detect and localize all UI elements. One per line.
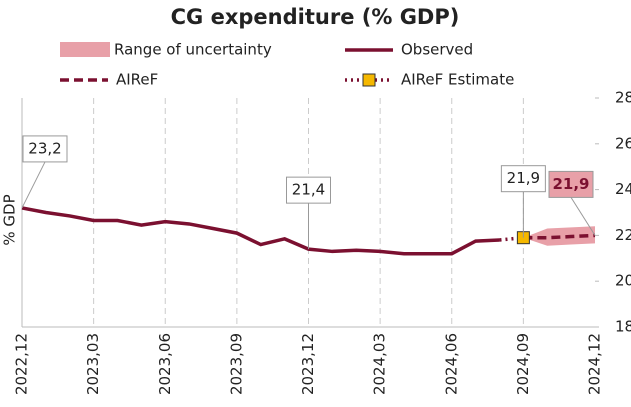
legend-marker [362, 73, 376, 87]
label-box [286, 176, 331, 204]
data-label: 21,9 [552, 175, 589, 193]
label-box [548, 170, 594, 198]
legend-label: AIReF [116, 71, 158, 89]
legend-label: Range of uncertainty [114, 41, 272, 59]
legend-label: AIReF Estimate [401, 71, 514, 89]
legend-label: Observed [401, 41, 473, 59]
series-line [21, 206, 500, 256]
x-tick-label: 2024,12 [586, 333, 604, 395]
x-tick-label: 2024,09 [514, 333, 532, 395]
y-tick-label: 24 [615, 180, 631, 198]
x-tick-label: 2023,06 [156, 333, 174, 395]
data-label: 21,4 [292, 181, 325, 199]
data-label: 21,9 [507, 169, 540, 187]
y-tick-label: 20 [615, 272, 631, 290]
label-box [500, 165, 546, 193]
y-axis-label: % GDP [1, 194, 19, 245]
x-tick-label: 2023,12 [299, 333, 317, 395]
x-tick-label: 2024,06 [442, 333, 460, 395]
y-tick-label: 18 [615, 318, 631, 336]
legend-swatch [60, 42, 110, 57]
label-leader [21, 161, 46, 209]
label-box [22, 135, 68, 163]
y-tick-label: 22 [615, 226, 631, 244]
series-line [523, 233, 596, 240]
x-tick-label: 2024,03 [371, 333, 389, 395]
y-tick-label: 28 [615, 89, 631, 107]
y-tick-label: 26 [615, 134, 631, 152]
label-leader [570, 197, 596, 236]
chart-title: CG expenditure (% GDP) [171, 5, 460, 29]
x-tick-label: 2023,03 [84, 333, 102, 395]
data-label: 23,2 [28, 139, 61, 157]
x-tick-label: 2023,09 [227, 333, 245, 395]
x-tick-label: 2022,12 [13, 333, 31, 395]
